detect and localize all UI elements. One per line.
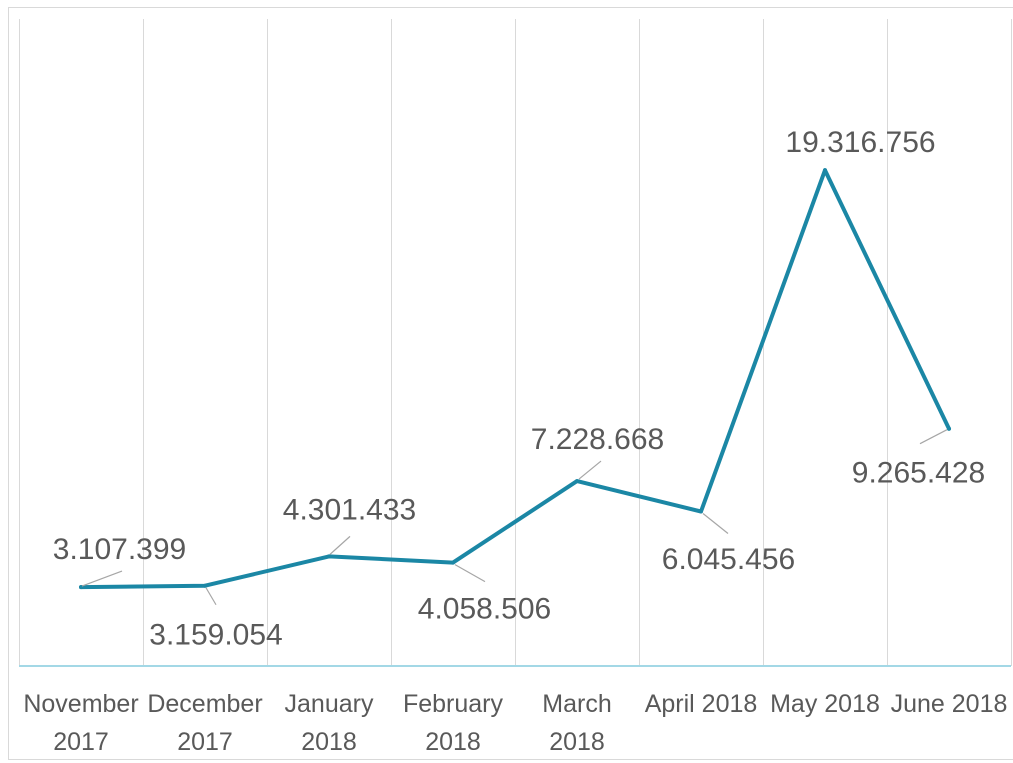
data-point — [203, 583, 207, 588]
x-tick-label: March 2018 — [542, 690, 612, 756]
x-tick-label: December 2017 — [147, 690, 263, 756]
x-tick-label: November 2017 — [23, 690, 139, 756]
series-line — [79, 168, 951, 590]
x-axis-tick-labels: November 2017 December 2017 January 2018 Fe… — [0, 685, 1013, 763]
chart-border — [8, 7, 1013, 760]
data-label-leader — [205, 587, 217, 606]
data-point — [699, 509, 703, 514]
data-label: 6.045.456 — [662, 543, 795, 576]
data-label: 4.058.506 — [418, 593, 551, 626]
data-label-leader — [454, 564, 486, 583]
data-point — [327, 554, 331, 559]
vertical-gridlines — [19, 19, 1012, 666]
data-label: 4.301.433 — [283, 493, 416, 526]
data-label: 19.316.756 — [785, 126, 935, 159]
data-point — [823, 168, 827, 173]
data-label-leaders — [81, 429, 948, 606]
data-point — [451, 560, 455, 565]
data-label-leader — [702, 513, 729, 534]
data-label: 3.159.054 — [149, 619, 282, 652]
x-tick-label: May 2018 — [770, 690, 880, 718]
data-label-leader — [919, 429, 948, 445]
data-label-leader — [329, 535, 351, 555]
x-tick-label: January 2018 — [284, 690, 374, 756]
data-label: 9.265.428 — [852, 457, 985, 490]
x-tick-label: June 2018 — [890, 690, 1008, 718]
data-point — [947, 426, 951, 431]
series — [79, 168, 951, 590]
data-label-leader — [578, 460, 602, 480]
data-label: 7.228.668 — [531, 423, 664, 456]
data-label-leader — [81, 570, 123, 587]
x-tick-label: April 2018 — [644, 690, 758, 718]
data-labels: 3.107.399 3.159.054 4.301.433 4.058.506 7.22… — [53, 126, 985, 652]
data-point — [575, 479, 579, 484]
data-label: 3.107.399 — [53, 533, 186, 566]
x-tick-label: February 2018 — [402, 690, 504, 756]
